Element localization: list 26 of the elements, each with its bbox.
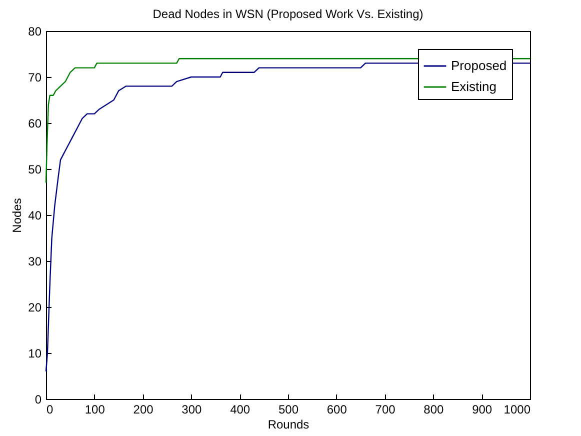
- y-tick-label: 0: [34, 392, 42, 406]
- chart-title: Dead Nodes in WSN (Proposed Work Vs. Existing): [152, 7, 424, 21]
- y-tick-label: 50: [28, 162, 42, 176]
- x-tick-label: 700: [375, 402, 396, 416]
- x-tick-label: 800: [424, 402, 444, 416]
- x-tick-label: 200: [133, 402, 154, 416]
- x-tick-label: 500: [278, 402, 299, 416]
- x-axis-title: Rounds: [268, 418, 310, 432]
- y-tick-label: 20: [28, 300, 42, 314]
- y-tick-label: 10: [28, 346, 42, 360]
- x-tick-label: 1000: [504, 402, 531, 416]
- line-series: [45, 62, 531, 372]
- x-tick-label: 0: [46, 402, 54, 416]
- y-tick-label: 80: [28, 24, 42, 38]
- legend-label: Existing: [451, 79, 497, 94]
- y-tick-label: 70: [28, 70, 42, 84]
- y-tick-label: 60: [28, 116, 42, 130]
- legend-label: Proposed: [451, 58, 507, 73]
- y-tick-label: 30: [28, 254, 42, 268]
- x-tick-label: 100: [84, 402, 106, 416]
- x-tick-label: 400: [230, 402, 250, 416]
- x-tick-label: 300: [182, 402, 202, 416]
- y-tick-label: 40: [28, 208, 42, 222]
- x-tick-label: 900: [472, 402, 492, 416]
- x-tick-label: 600: [326, 402, 348, 416]
- y-axis-title: Nodes: [10, 198, 24, 233]
